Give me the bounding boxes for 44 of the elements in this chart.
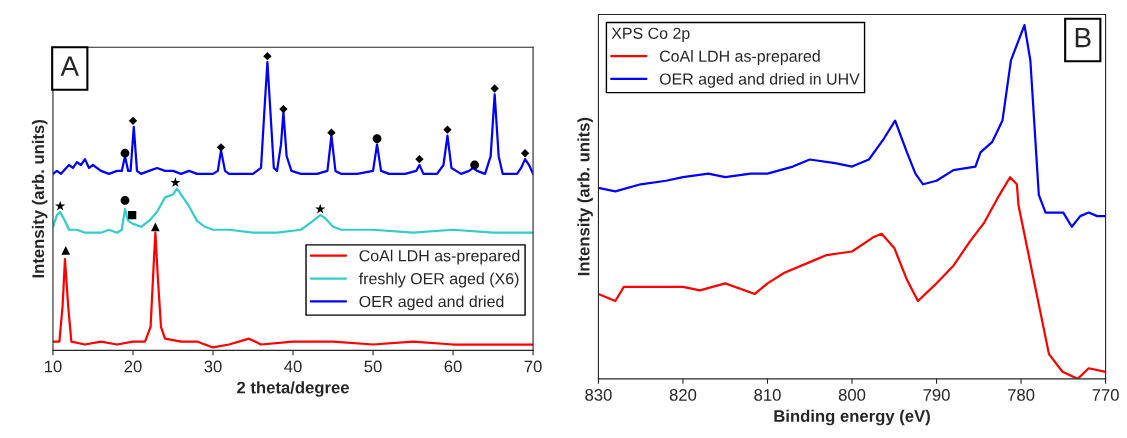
legend-label: OER aged and dried bbox=[359, 295, 504, 311]
point bbox=[120, 195, 130, 205]
x-tick-label: 30 bbox=[204, 360, 222, 373]
x-tick-label: 780 bbox=[1008, 389, 1035, 401]
legend-label: CoAl LDH as-prepared bbox=[359, 249, 520, 265]
x-tick-label: 20 bbox=[124, 360, 142, 373]
legend-label: freshly OER aged (X6) bbox=[358, 272, 519, 288]
point bbox=[170, 177, 181, 188]
x-tick-label: 40 bbox=[284, 360, 302, 373]
point bbox=[520, 149, 530, 158]
point bbox=[372, 134, 382, 143]
x-tick-label: 10 bbox=[44, 360, 62, 373]
legend-label: OER aged and dried in UHV bbox=[659, 72, 860, 88]
x-tick-label: 70 bbox=[524, 360, 542, 373]
point bbox=[120, 148, 130, 158]
x-tick-label: 60 bbox=[444, 360, 462, 373]
x-tick-label: 790 bbox=[923, 389, 950, 401]
x-tick-label: 770 bbox=[1092, 389, 1119, 401]
point bbox=[315, 203, 326, 214]
x-axis-title: Binding energy (eV) bbox=[774, 409, 930, 426]
point bbox=[216, 143, 226, 152]
point bbox=[490, 84, 499, 93]
annotation: A bbox=[60, 56, 79, 76]
x-axis-title: 2 theta/degree bbox=[237, 381, 349, 397]
x-tick-label: 50 bbox=[364, 360, 382, 373]
point bbox=[128, 116, 138, 126]
legend-label: CoAl LDH as-prepared bbox=[659, 50, 820, 65]
x-tick-label: 830 bbox=[585, 389, 612, 401]
point bbox=[263, 51, 272, 61]
y-axis-title: Intensity (arb. units) bbox=[577, 117, 593, 276]
point bbox=[470, 160, 480, 170]
point bbox=[128, 210, 137, 220]
y-axis-title: Intensity (arb. units) bbox=[31, 120, 48, 278]
x-tick-label: 800 bbox=[838, 389, 866, 401]
point bbox=[61, 245, 71, 255]
x-tick-label: 810 bbox=[754, 389, 781, 401]
annotation: B bbox=[1075, 28, 1091, 48]
x-tick-label: 820 bbox=[669, 389, 697, 401]
point bbox=[327, 128, 336, 137]
point bbox=[415, 154, 424, 164]
point bbox=[443, 125, 452, 134]
legend-title: XPS Co 2p bbox=[611, 27, 690, 43]
point bbox=[279, 104, 288, 114]
point bbox=[151, 222, 160, 232]
